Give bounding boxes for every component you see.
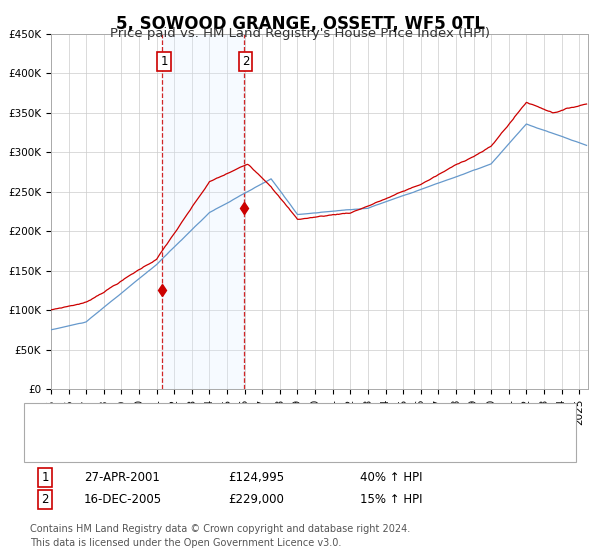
- Text: 40% ↑ HPI: 40% ↑ HPI: [360, 470, 422, 484]
- Text: This data is licensed under the Open Government Licence v3.0.: This data is licensed under the Open Gov…: [30, 538, 341, 548]
- Text: Price paid vs. HM Land Registry's House Price Index (HPI): Price paid vs. HM Land Registry's House …: [110, 27, 490, 40]
- Text: 15% ↑ HPI: 15% ↑ HPI: [360, 493, 422, 506]
- Text: Contains HM Land Registry data © Crown copyright and database right 2024.: Contains HM Land Registry data © Crown c…: [30, 524, 410, 534]
- Text: 2: 2: [242, 55, 250, 68]
- Text: 1: 1: [160, 55, 168, 68]
- Text: 1: 1: [41, 470, 49, 484]
- Text: £229,000: £229,000: [228, 493, 284, 506]
- Text: 27-APR-2001: 27-APR-2001: [84, 470, 160, 484]
- Text: HPI: Average price, detached house, Wakefield: HPI: Average price, detached house, Wake…: [93, 444, 369, 457]
- Text: 5, SOWOOD GRANGE, OSSETT, WF5 0TL: 5, SOWOOD GRANGE, OSSETT, WF5 0TL: [115, 15, 485, 32]
- Bar: [162, 34, 244, 389]
- Text: £124,995: £124,995: [228, 470, 284, 484]
- Text: 2: 2: [41, 493, 49, 506]
- Text: 5, SOWOOD GRANGE, OSSETT, WF5 0TL (detached house): 5, SOWOOD GRANGE, OSSETT, WF5 0TL (detac…: [93, 413, 436, 426]
- Text: 16-DEC-2005: 16-DEC-2005: [84, 493, 162, 506]
